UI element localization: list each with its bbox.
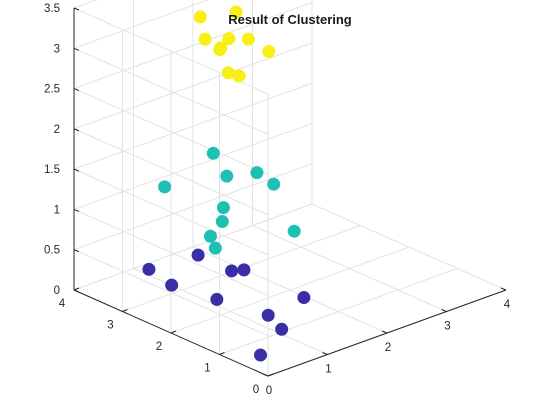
- data-point: [225, 264, 239, 278]
- z-tick-mark: [73, 7, 80, 11]
- z-tick-mark: [73, 88, 80, 92]
- data-point: [221, 66, 235, 80]
- data-point: [216, 201, 230, 215]
- z-tick-mark: [73, 289, 80, 293]
- data-point: [210, 292, 224, 306]
- axes: [73, 7, 507, 377]
- data-point: [208, 241, 222, 255]
- data-point: [261, 308, 275, 322]
- x-tick-label: 0: [266, 385, 272, 397]
- y-tick-label: 0: [253, 384, 259, 396]
- x-tick-mark: [500, 287, 507, 291]
- y-tick-mark: [73, 287, 80, 291]
- z-tick-mark: [73, 47, 80, 51]
- y-tick-mark: [267, 373, 274, 377]
- data-point: [215, 215, 229, 229]
- data-point: [237, 263, 251, 277]
- y-tick-label: 3: [107, 320, 113, 332]
- z-tick-label: 3.5: [44, 3, 60, 15]
- data-point: [158, 180, 172, 194]
- z-tick-label: 1.5: [44, 164, 60, 176]
- left-wall-grid-line: [73, 128, 269, 216]
- x-tick-label: 4: [504, 299, 511, 311]
- left-wall-grid-line: [73, 88, 269, 176]
- left-wall-grid-line: [73, 249, 269, 337]
- right-wall-grid-line: [73, 2, 313, 90]
- x-tick-mark: [262, 373, 269, 377]
- y-tick-label: 2: [156, 341, 162, 353]
- left-wall-grid-line: [73, 168, 269, 256]
- right-wall-grid-line: [73, 42, 313, 130]
- y-tick-mark: [219, 352, 225, 355]
- x-tick-mark: [381, 330, 388, 334]
- z-tick-mark: [73, 208, 80, 212]
- data-point: [193, 10, 207, 24]
- z-tick-label: 3: [54, 43, 60, 55]
- data-point: [232, 69, 246, 83]
- data-point: [165, 278, 179, 292]
- y-tick-mark: [170, 330, 177, 334]
- left-wall-grid-line: [73, 208, 269, 296]
- data-point: [206, 146, 220, 160]
- left-wall-grid-line: [73, 47, 269, 135]
- grid-lines: [73, 0, 507, 377]
- data-point: [220, 169, 234, 183]
- x-tick-label: 1: [325, 364, 331, 376]
- chart-title: Result of Clustering: [228, 12, 352, 27]
- data-point: [250, 166, 264, 180]
- data-point: [198, 32, 212, 46]
- z-tick-label: 0: [54, 285, 60, 297]
- floor-grid-line: [170, 246, 410, 334]
- data-points: [142, 5, 311, 362]
- x-tick-label: 2: [385, 342, 391, 354]
- data-point: [275, 322, 289, 336]
- x-tick-label: 3: [444, 321, 450, 333]
- y-tick-mark: [122, 309, 128, 312]
- y-tick-label: 1: [204, 363, 210, 375]
- z-tick-mark: [73, 249, 80, 253]
- data-point: [142, 262, 156, 276]
- x-tick-mark: [441, 309, 447, 312]
- x-tick-mark: [322, 352, 328, 355]
- data-point: [191, 248, 205, 262]
- z-tick-mark: [73, 128, 80, 132]
- data-point: [213, 43, 227, 57]
- data-point: [241, 32, 255, 46]
- data-point: [203, 229, 217, 243]
- data-point: [222, 32, 236, 46]
- data-point: [267, 177, 281, 191]
- data-point: [229, 5, 243, 19]
- z-tick-label: 0.5: [44, 245, 60, 257]
- data-point: [254, 348, 268, 362]
- y-tick-label: 4: [59, 298, 66, 310]
- right-wall-grid-line: [73, 82, 313, 170]
- z-tick-label: 1: [54, 204, 60, 216]
- right-wall-grid-line: [73, 0, 210, 49]
- z-tick-label: 2.5: [44, 84, 60, 96]
- z-tick-mark: [73, 168, 80, 172]
- z-tick-label: 2: [54, 124, 60, 136]
- data-point: [287, 224, 301, 238]
- data-point: [262, 45, 276, 59]
- right-wall-grid-line: [73, 122, 313, 210]
- floor-grid-line: [219, 268, 458, 355]
- right-wall-grid-line: [73, 203, 313, 291]
- data-point: [297, 291, 311, 305]
